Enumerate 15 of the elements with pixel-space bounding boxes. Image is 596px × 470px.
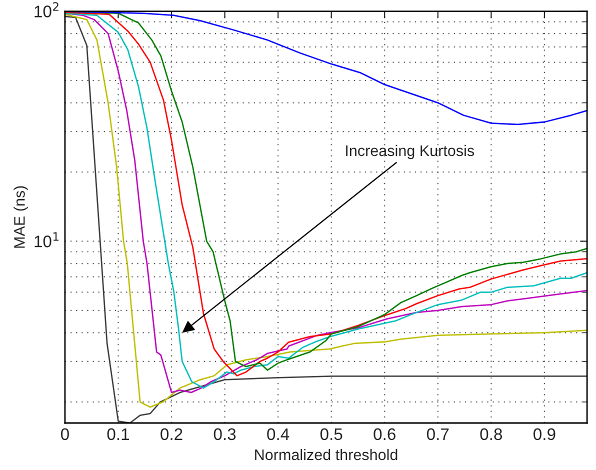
x-axis-title: Normalized threshold bbox=[255, 448, 398, 460]
x-tick-label: 0 bbox=[60, 428, 69, 440]
x-tick-label: 0.2 bbox=[160, 428, 182, 440]
x-tick-label: 0.5 bbox=[320, 428, 342, 440]
y-axis-title: MAE (ns) bbox=[14, 186, 28, 248]
x-tick-label: 0.1 bbox=[107, 428, 130, 440]
x-tick-label: 0.6 bbox=[374, 428, 396, 440]
y-tick-label: 10$^{1}$ bbox=[34, 232, 58, 248]
x-tick-label: 0.4 bbox=[267, 428, 290, 440]
x-tick-label: 0.7 bbox=[426, 428, 449, 440]
x-tick-label: 0.8 bbox=[480, 428, 502, 440]
y-tick-label: 10$^{2}$ bbox=[34, 2, 58, 18]
x-tick-label: 0.3 bbox=[214, 428, 236, 440]
annotation: Increasing Kurtosis bbox=[346, 144, 474, 160]
x-tick-label: 0.9 bbox=[534, 428, 556, 440]
